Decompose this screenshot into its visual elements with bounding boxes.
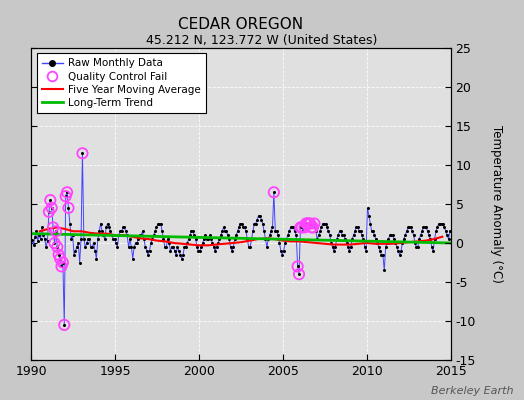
Point [78, 150, 86, 156]
Point [46, 197, 54, 203]
Point [49, 224, 57, 230]
Point [295, 271, 303, 278]
Point [296, 224, 304, 230]
Point [57, 263, 66, 270]
Point [63, 189, 71, 196]
Text: Berkeley Earth: Berkeley Earth [431, 386, 514, 396]
Point [45, 209, 53, 215]
Point [310, 220, 319, 227]
Point [304, 220, 313, 227]
Point [53, 244, 61, 250]
Point [52, 228, 60, 234]
Point [61, 193, 70, 199]
Point [302, 220, 310, 227]
Y-axis label: Temperature Anomaly (°C): Temperature Anomaly (°C) [490, 125, 503, 283]
Legend: Raw Monthly Data, Quality Control Fail, Five Year Moving Average, Long-Term Tren: Raw Monthly Data, Quality Control Fail, … [37, 53, 206, 113]
Point [308, 224, 316, 230]
Text: 45.212 N, 123.772 W (United States): 45.212 N, 123.772 W (United States) [146, 34, 378, 47]
Title: CEDAR OREGON: CEDAR OREGON [179, 16, 303, 32]
Point [64, 205, 73, 211]
Point [303, 220, 312, 227]
Point [50, 240, 59, 246]
Point [309, 224, 317, 230]
Point [48, 205, 56, 211]
Point [306, 220, 314, 227]
Point [300, 224, 309, 230]
Point [56, 255, 64, 262]
Point [298, 224, 306, 230]
Point [270, 189, 278, 196]
Point [59, 259, 67, 266]
Point [293, 263, 302, 270]
Point [54, 252, 63, 258]
Point [60, 322, 69, 328]
